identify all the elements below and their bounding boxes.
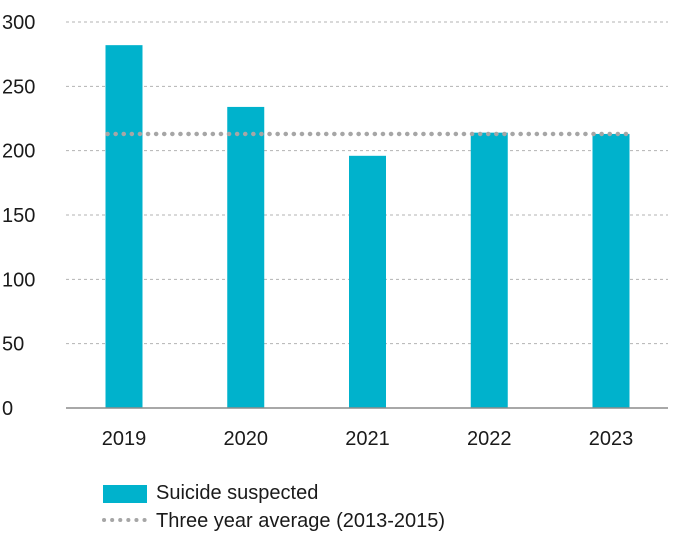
- legend-label-suicide-suspected: Suicide suspected: [156, 482, 318, 504]
- y-tick-label-200: 200: [2, 141, 35, 163]
- x-tick-label-2023: 2023: [589, 428, 634, 450]
- axes: 0 50 100 150 200 250 300 2019 2020 2021 2022 2023: [2, 12, 668, 450]
- legend-label-three-year-average: Three year average (2013-2015): [156, 510, 445, 532]
- legend: Suicide suspected Three year average (20…: [102, 482, 445, 532]
- bar-2019: [105, 45, 143, 408]
- y-tick-label-150: 150: [2, 205, 35, 227]
- y-tick-label-50: 50: [2, 334, 24, 356]
- x-tick-label-2022: 2022: [467, 428, 512, 450]
- x-tick-label-2021: 2021: [345, 428, 390, 450]
- y-tick-label-100: 100: [2, 269, 35, 291]
- y-tick-label-0: 0: [2, 398, 13, 420]
- legend-swatch-suicide-suspected: [103, 485, 147, 503]
- bars: [105, 45, 630, 409]
- y-tick-label-250: 250: [2, 76, 35, 98]
- y-tick-label-300: 300: [2, 12, 35, 34]
- bar-2023: [592, 133, 630, 408]
- x-tick-label-2020: 2020: [224, 428, 269, 450]
- bar-2022: [470, 132, 508, 409]
- bar-2020: [227, 106, 265, 409]
- x-tick-label-2019: 2019: [102, 428, 147, 450]
- bar-2021: [349, 155, 386, 408]
